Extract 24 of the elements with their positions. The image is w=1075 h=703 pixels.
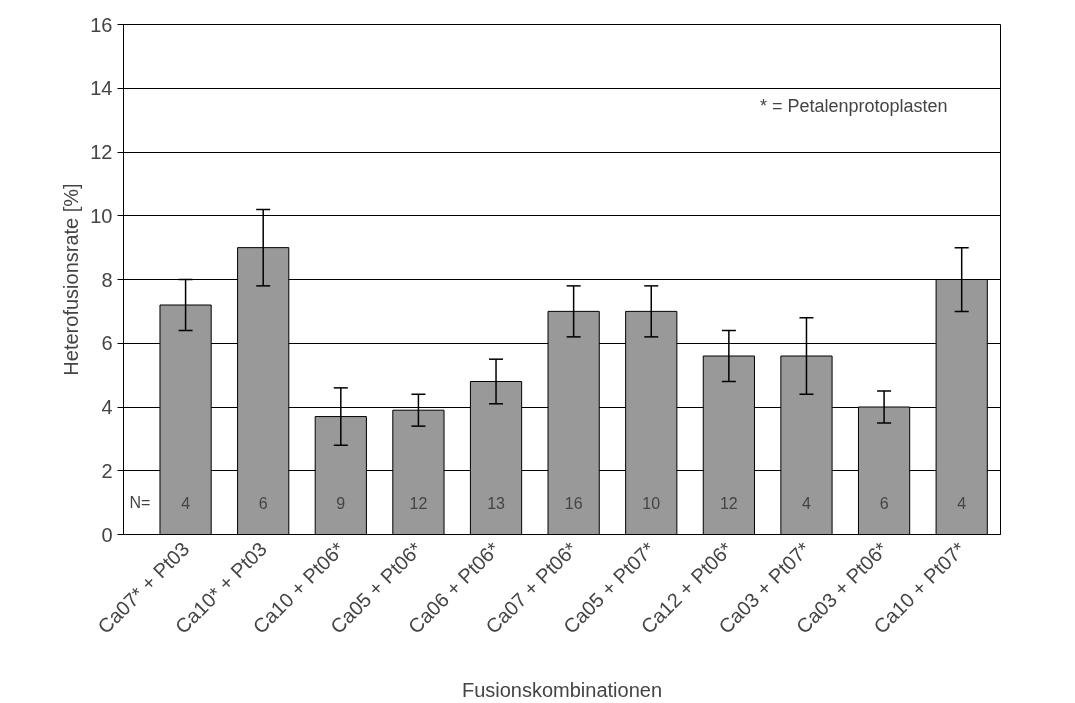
y-tick-label: 2 bbox=[101, 459, 113, 482]
annotation: 13 bbox=[487, 494, 506, 512]
annotation: 6 bbox=[258, 494, 268, 512]
y-tick-label: 0 bbox=[101, 523, 113, 546]
annotation: 4 bbox=[802, 494, 812, 512]
y-tick-label: 16 bbox=[90, 13, 113, 36]
annotation: 16 bbox=[564, 494, 583, 512]
annotation: N= bbox=[129, 494, 151, 512]
annotation: 10 bbox=[642, 494, 661, 512]
y-tick-label: 6 bbox=[101, 332, 113, 355]
x-axis-title: Fusionskombinationen bbox=[461, 678, 663, 701]
annotation: 4 bbox=[957, 494, 967, 512]
annotation: * = Petalenprotoplasten bbox=[759, 96, 948, 117]
annotation: 12 bbox=[409, 494, 428, 512]
annotation: 12 bbox=[719, 494, 738, 512]
annotation: 6 bbox=[879, 494, 889, 512]
y-tick-label: 14 bbox=[90, 77, 113, 100]
annotation: 4 bbox=[181, 494, 191, 512]
y-tick-label: 8 bbox=[101, 268, 113, 291]
y-tick-label: 10 bbox=[90, 204, 113, 227]
y-tick-label: 4 bbox=[101, 396, 113, 418]
y-axis-title: Heterofusionsrate [%] bbox=[60, 183, 83, 376]
y-tick-label: 12 bbox=[90, 141, 113, 163]
annotation: 9 bbox=[336, 494, 346, 512]
